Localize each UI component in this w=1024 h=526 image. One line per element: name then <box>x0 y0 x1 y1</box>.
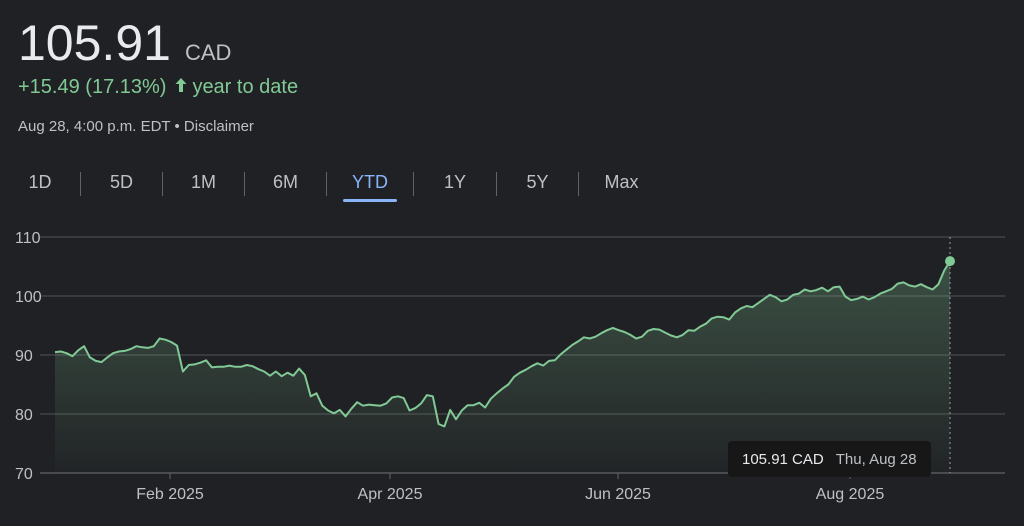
price-change: +15.49 (17.13%) <box>18 76 167 98</box>
range-tabs: 1D 5D 1M 6M YTD 1Y 5Y Max <box>0 164 664 204</box>
price-line <box>54 260 951 428</box>
currency-label: CAD <box>184 40 232 65</box>
tab-divider <box>578 172 579 196</box>
y-tick-label: 90 <box>15 348 33 365</box>
tab-5y[interactable]: 5Y <box>526 172 549 192</box>
change-row: +15.49 (17.13%) year to date <box>18 76 298 99</box>
active-tab-indicator <box>343 199 397 202</box>
x-tick-label: Aug 2025 <box>816 486 885 503</box>
tab-divider <box>496 172 497 196</box>
tooltip-date: Thu, Aug 28 <box>835 450 917 468</box>
tab-divider <box>80 172 81 196</box>
last-point-marker <box>945 256 955 267</box>
change-period: year to date <box>192 76 299 98</box>
y-tick-label: 80 <box>15 407 33 424</box>
tab-5d[interactable]: 5D <box>109 172 133 192</box>
tab-divider <box>326 172 327 196</box>
y-tick-label: 70 <box>15 466 33 483</box>
current-price: 105.91 <box>18 15 171 71</box>
x-tick-label: Feb 2025 <box>136 486 204 503</box>
x-tick-label: Jun 2025 <box>585 486 651 503</box>
timestamp: Aug 28, 4:00 p.m. EDT <box>18 118 171 135</box>
arrow-up-icon <box>174 76 188 99</box>
price-chart[interactable]: 70 80 90 100 110 Feb 2025 Apr 2025 Jun 2025 Aug… <box>0 220 1024 526</box>
tab-6m[interactable]: 6M <box>272 172 298 192</box>
y-tick-label: 110 <box>15 230 41 247</box>
x-tick-label: Apr 2025 <box>358 486 423 503</box>
chart-tooltip: 105.91 CAD Thu, Aug 28 <box>728 441 931 477</box>
tab-divider <box>244 172 245 196</box>
tab-1d[interactable]: 1D <box>28 172 52 192</box>
price-area-fill <box>55 261 950 473</box>
tab-1m[interactable]: 1M <box>190 172 216 192</box>
separator-bullet: • <box>174 118 180 135</box>
tooltip-value: 105.91 CAD <box>742 450 824 468</box>
disclaimer-link[interactable]: Disclaimer <box>183 118 254 135</box>
tab-ytd[interactable]: YTD <box>327 164 413 204</box>
price-row: 105.91 CAD <box>18 14 231 72</box>
tab-divider <box>162 172 163 196</box>
tab-1y[interactable]: 1Y <box>443 172 467 192</box>
tab-max[interactable]: Max <box>604 172 639 192</box>
tab-divider <box>413 172 414 196</box>
y-tick-label: 100 <box>15 289 42 306</box>
meta-row: Aug 28, 4:00 p.m. EDT • Disclaimer <box>18 118 254 135</box>
